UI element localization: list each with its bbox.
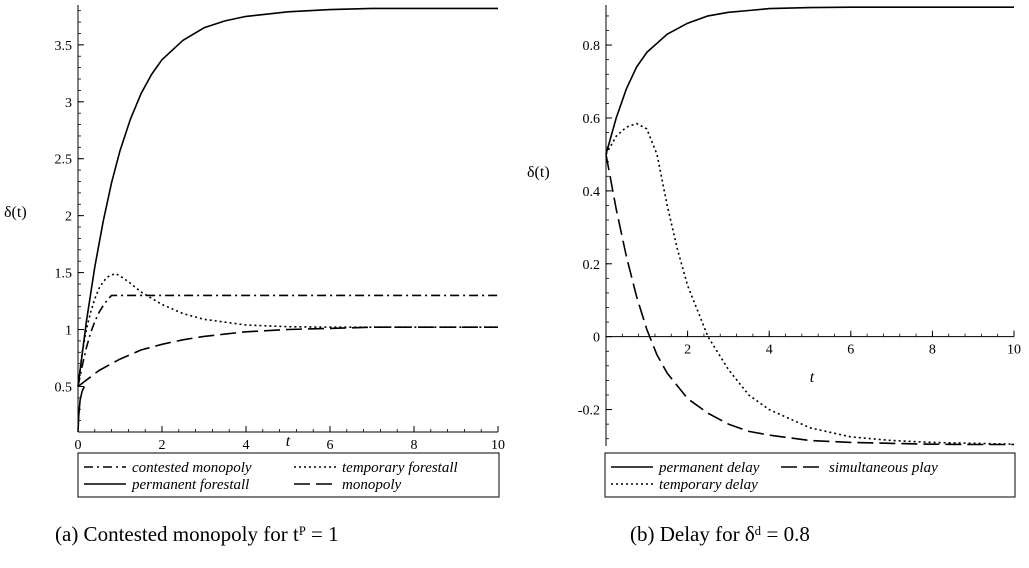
legend-label-temporary-delay: temporary delay: [659, 477, 758, 493]
series-simultaneous-play: [605, 154, 1014, 446]
x-tick-label-a: 10: [491, 438, 505, 453]
y-tick-label-a: 3: [65, 96, 72, 111]
y-tick-label-b: 0.8: [583, 39, 601, 54]
x-tick-label-a: 0: [75, 438, 82, 453]
x-axis-label-a: t: [286, 433, 291, 450]
x-tick-label-a: 6: [327, 438, 334, 453]
y-tick-label-a: 2.5: [55, 153, 73, 168]
x-tick-label-a: 8: [411, 438, 418, 453]
x-tick-label-b: 6: [847, 343, 854, 358]
series-permanent-forestall: [77, 7, 498, 387]
x-tick-label-b: 10: [1007, 343, 1021, 358]
legend-label-contested-monopoly: contested monopoly: [132, 460, 252, 476]
legend-box-b: [604, 452, 1016, 498]
y-axis-label-b: δ(t): [527, 164, 550, 181]
legend-label-permanent-delay: permanent delay: [658, 460, 760, 476]
y-tick-label-a: 3.5: [55, 39, 73, 54]
y-tick-label-b: 0.4: [583, 185, 601, 200]
series-initial-segment-a: [77, 386, 86, 433]
x-tick-label-b: 2: [684, 343, 691, 358]
y-tick-label-b: 0.2: [583, 258, 601, 273]
series-temporary-delay: [605, 122, 1015, 445]
y-tick-label-a: 1: [65, 324, 72, 339]
chart-a: 0.5 1 1.5 2 2.5 3 3.5 0 2 4 6 8 10 δ(t) t contested mon…: [4, 5, 505, 498]
x-axis-label-b: t: [810, 369, 815, 386]
y-tick-label-b: 0: [593, 331, 600, 346]
series-monopoly: [77, 326, 498, 388]
y-tick-label-b: -0.2: [578, 404, 600, 419]
y-tick-label-b: 0.6: [583, 112, 601, 127]
legend-label-temporary-forestall: temporary forestall: [342, 460, 458, 476]
chart-b: -0.2 0 0.2 0.4 0.6 0.8 2 4 6 8 10 δ(t) t permanent de…: [527, 5, 1021, 498]
series-contested-monopoly: [77, 294, 498, 387]
legend-label-monopoly: monopoly: [342, 477, 402, 493]
legend-box-a: [77, 452, 500, 498]
x-tick-label-a: 4: [243, 438, 250, 453]
x-tick-label-b: 4: [766, 343, 773, 358]
caption-b: (b) Delay for δᵈ = 0.8: [630, 522, 810, 546]
x-tick-label-b: 8: [929, 343, 936, 358]
legend-label-permanent-forestall: permanent forestall: [131, 477, 249, 493]
x-tick-label-a: 2: [159, 438, 166, 453]
legend-label-simultaneous-play: simultaneous play: [829, 460, 938, 476]
y-tick-label-a: 0.5: [55, 380, 73, 395]
y-axis-label-a: δ(t): [4, 204, 27, 221]
y-tick-label-a: 1.5: [55, 267, 73, 282]
series-permanent-delay: [605, 6, 1014, 155]
y-tick-label-a: 2: [65, 210, 72, 225]
caption-a: (a) Contested monopoly for tᴾ = 1: [55, 522, 339, 546]
